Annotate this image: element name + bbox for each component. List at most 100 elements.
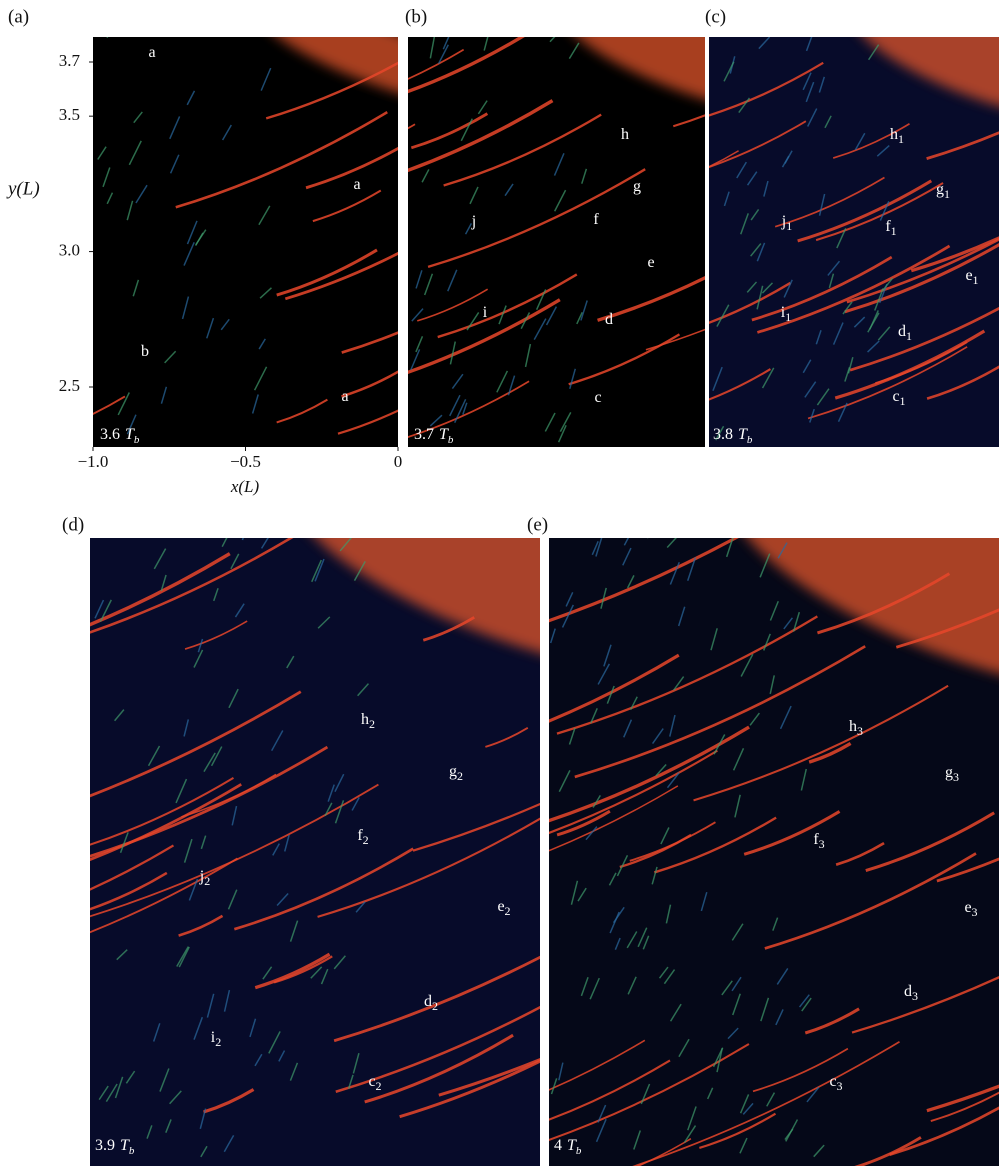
streak (183, 241, 195, 266)
filament (443, 113, 602, 187)
annotation: g (633, 178, 641, 195)
streak (169, 1090, 182, 1105)
cap (725, 538, 999, 696)
panel (93, 37, 398, 447)
annotation-text: a (148, 44, 155, 61)
streak (186, 220, 198, 245)
streak (742, 1102, 754, 1115)
annotation-sub: 3 (837, 1079, 843, 1093)
streak (200, 1145, 208, 1158)
streak (677, 606, 686, 627)
streak (421, 169, 430, 183)
annotation-text: c (594, 389, 601, 406)
streak (804, 381, 817, 398)
streak (545, 306, 558, 326)
annotation-sub: 3 (819, 837, 825, 851)
streak (220, 318, 230, 331)
annotation-sub: 3 (912, 989, 918, 1003)
annotation-sub: 1 (944, 187, 950, 201)
streak (429, 414, 443, 427)
time-label: 3.7 Tb (414, 426, 454, 446)
filament (317, 817, 540, 918)
filament (808, 741, 852, 764)
filament (408, 37, 525, 94)
streak (105, 1083, 118, 1103)
streak (616, 855, 629, 877)
streak (437, 44, 449, 65)
filament (926, 1084, 999, 1113)
annotation-sub: 1 (900, 394, 906, 408)
annotation-text: h (890, 126, 898, 143)
streak (175, 778, 188, 804)
streak (606, 685, 615, 704)
panel-label: (e) (527, 514, 548, 535)
streak (558, 770, 571, 793)
streak (595, 538, 603, 557)
y-tick-label: 3.0 (59, 240, 80, 259)
cap (851, 37, 999, 120)
streak (186, 90, 196, 106)
annotation-text: e (965, 267, 972, 284)
streak (193, 1016, 204, 1040)
streak (568, 727, 576, 745)
filament (312, 189, 382, 223)
annotation: i (483, 304, 488, 321)
streak (135, 184, 148, 204)
streak (223, 989, 231, 1012)
panel-label: (b) (405, 6, 427, 27)
streak (713, 734, 726, 755)
streak (210, 746, 223, 767)
filament (835, 841, 885, 866)
annotation-text: d (904, 983, 912, 1000)
streak (258, 205, 271, 226)
time-label: 3.8 Tb (713, 426, 753, 446)
streak (818, 193, 826, 216)
panel-image (93, 37, 398, 447)
annotation-text: j (781, 213, 786, 230)
streak (221, 538, 228, 548)
annotation-text: i (483, 304, 488, 321)
filament (93, 395, 126, 416)
streak (176, 946, 189, 967)
streak (776, 968, 789, 985)
annotation: f3 (813, 831, 824, 851)
annotation: a (353, 176, 360, 193)
filament (305, 146, 398, 190)
annotation-text: i (211, 1029, 216, 1046)
streak (763, 180, 769, 197)
streak (686, 557, 697, 581)
filament (709, 61, 824, 117)
streak (203, 752, 216, 773)
time-sub: b (129, 1145, 135, 1157)
filament (265, 61, 398, 120)
streak (806, 108, 818, 127)
streak (640, 1083, 651, 1105)
streak (756, 242, 766, 262)
streak (99, 599, 112, 622)
annotation-text: e (497, 898, 504, 915)
streak (716, 304, 730, 327)
annotation: e2 (497, 898, 510, 918)
filament (926, 365, 999, 400)
annotation-text: h (849, 718, 857, 735)
streak (777, 542, 788, 559)
streak (749, 712, 760, 726)
streak (876, 145, 890, 157)
streak (97, 146, 107, 160)
streak (462, 402, 468, 415)
streak (249, 1018, 257, 1038)
streak (164, 350, 177, 364)
streak (867, 340, 880, 353)
streak (589, 977, 600, 1000)
time-sub: b (576, 1145, 582, 1157)
annotation-sub: 2 (215, 1035, 221, 1049)
annotation-text: f (813, 831, 819, 848)
streak (188, 878, 199, 901)
streak (351, 797, 360, 811)
annotation-text: f (593, 211, 599, 228)
filament (597, 275, 705, 322)
streak (769, 675, 775, 695)
time-sub: b (448, 434, 454, 446)
filament (90, 857, 238, 934)
streak (221, 124, 232, 141)
